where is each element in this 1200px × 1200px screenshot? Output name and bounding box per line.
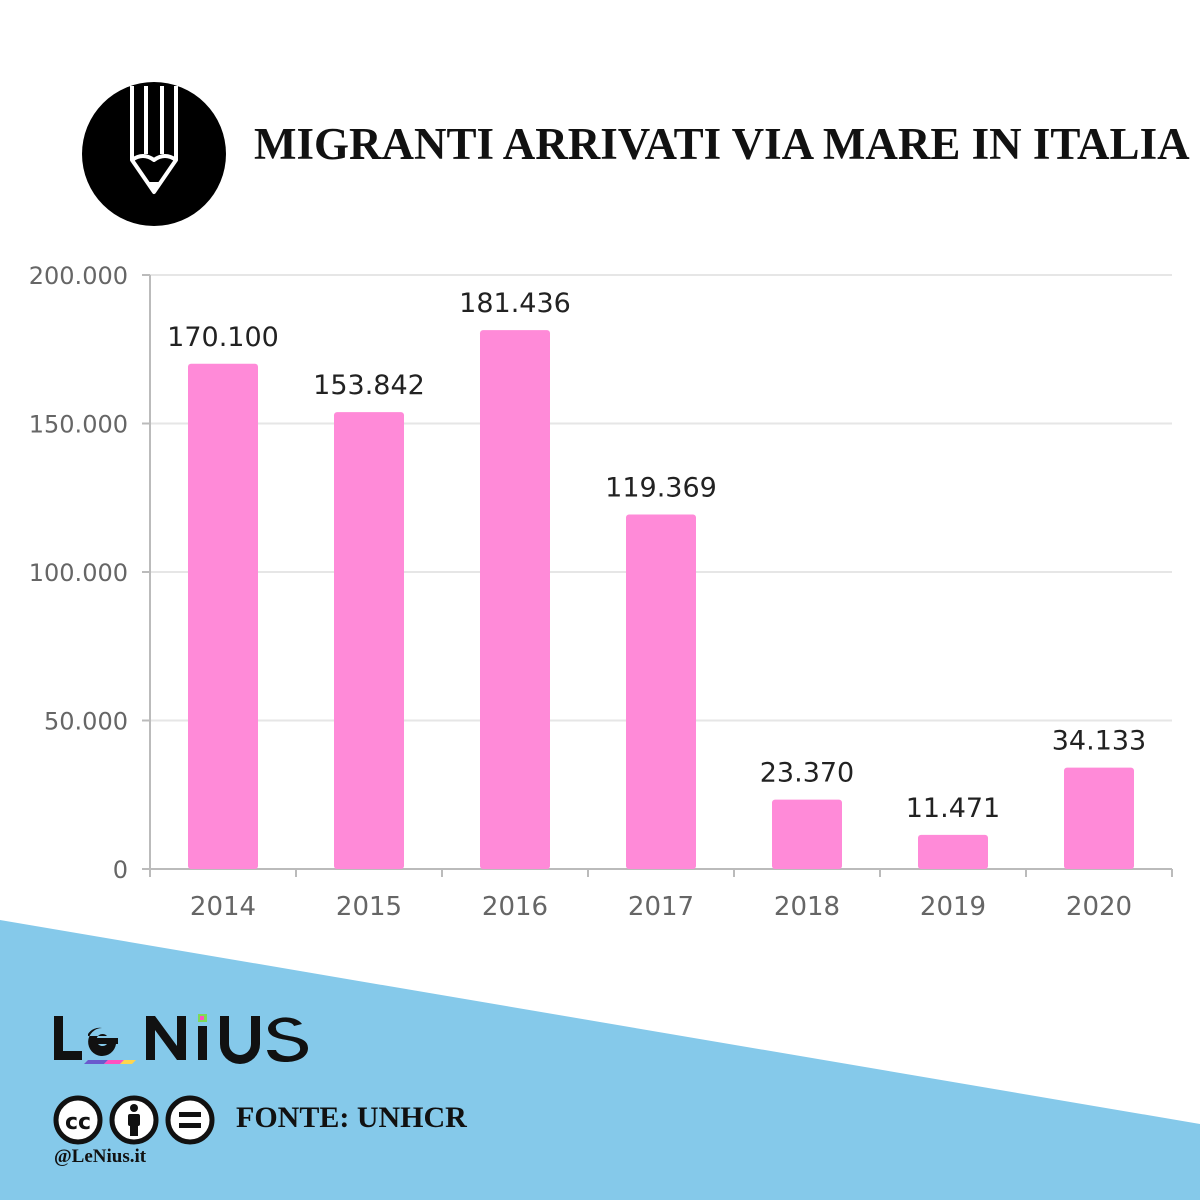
x-tick-label-2014: 2014 xyxy=(190,892,256,922)
bar-2020 xyxy=(1064,767,1134,869)
x-tick-label-2020: 2020 xyxy=(1066,892,1132,922)
y-tick-label: 150.000 xyxy=(29,411,128,439)
by-icon xyxy=(109,1095,159,1145)
bar-2017 xyxy=(626,514,696,869)
value-label-2014: 170.100 xyxy=(167,322,279,353)
source-label: FONTE: UNHCR xyxy=(236,1101,467,1134)
value-label-2020: 34.133 xyxy=(1052,726,1146,757)
x-tick-label-2018: 2018 xyxy=(774,892,840,922)
bar-2014 xyxy=(188,363,258,869)
social-handle: @LeNius.it xyxy=(54,1146,147,1167)
bar-2018 xyxy=(772,799,842,869)
license-icons: cc xyxy=(53,1095,215,1145)
page-title: MIGRANTI ARRIVATI VIA MARE IN ITALIA xyxy=(254,119,1190,169)
x-tick-label-2019: 2019 xyxy=(920,892,986,922)
lenius-logo xyxy=(54,1014,308,1064)
y-tick-label: 0 xyxy=(113,856,128,884)
y-tick-label: 50.000 xyxy=(44,708,128,736)
value-label-2015: 153.842 xyxy=(313,370,425,401)
x-tick-label-2015: 2015 xyxy=(336,892,402,922)
pencil-icon xyxy=(82,82,226,226)
svg-text:cc: cc xyxy=(65,1110,91,1135)
x-tick-label-2016: 2016 xyxy=(482,892,548,922)
y-tick-label: 200.000 xyxy=(29,262,128,290)
value-label-2016: 181.436 xyxy=(459,288,571,319)
nd-icon xyxy=(165,1095,215,1145)
value-label-2017: 119.369 xyxy=(605,472,717,503)
value-label-2019: 11.471 xyxy=(906,793,1000,824)
y-tick-label: 100.000 xyxy=(29,559,128,587)
bar-2015 xyxy=(334,412,404,869)
cc-icon: cc xyxy=(53,1095,103,1145)
x-tick-label-2017: 2017 xyxy=(628,892,694,922)
bar-2019 xyxy=(918,834,988,869)
value-label-2018: 23.370 xyxy=(760,758,854,789)
bar-2016 xyxy=(480,330,550,869)
